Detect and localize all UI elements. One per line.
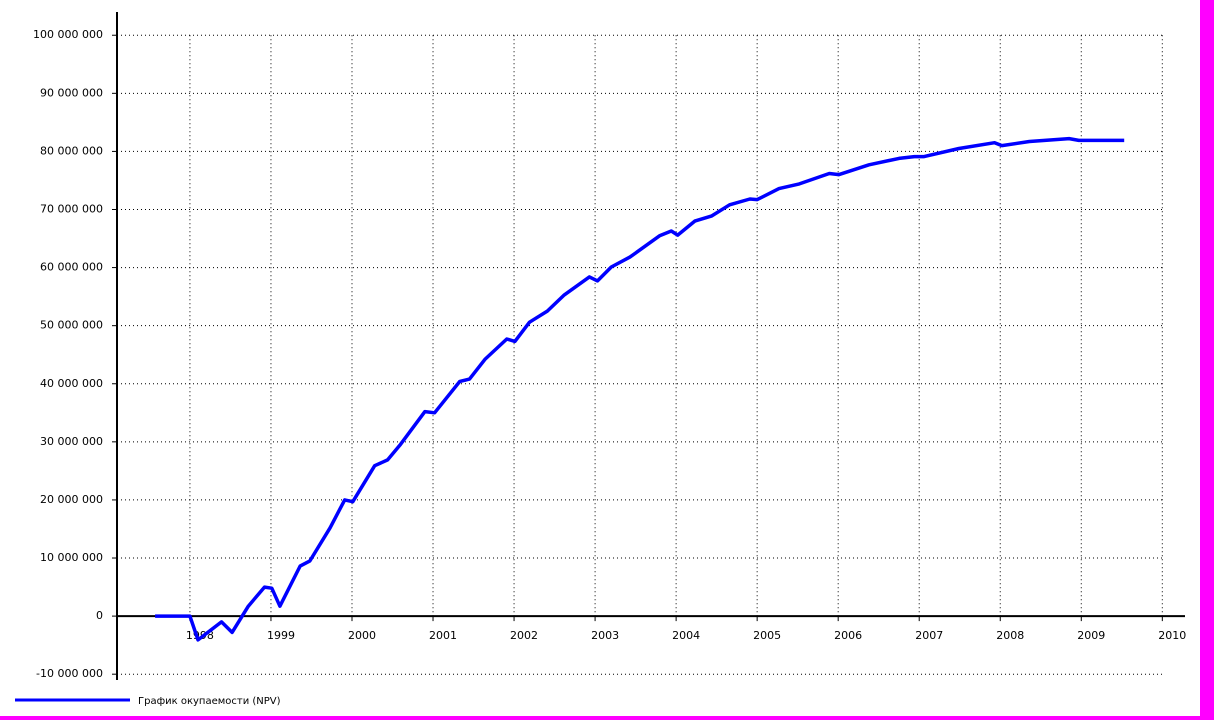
y-tick-label: 40 000 000 [40, 377, 103, 390]
x-tick-label: 2006 [834, 629, 862, 642]
y-tick-label: -10 000 000 [36, 667, 103, 680]
y-tick-label: 70 000 000 [40, 202, 103, 215]
y-tick-label: 50 000 000 [40, 319, 103, 332]
y-tick-label: 20 000 000 [40, 493, 103, 506]
y-tick-label: 90 000 000 [40, 86, 103, 99]
y-tick-label: 80 000 000 [40, 144, 103, 157]
y-tick-label: 10 000 000 [40, 551, 103, 564]
x-tick-label: 2010 [1158, 629, 1186, 642]
y-tick-label: 100 000 000 [33, 28, 103, 41]
x-tick-label: 2005 [753, 629, 781, 642]
x-tick-label: 2009 [1077, 629, 1105, 642]
frame-bottom [0, 716, 1214, 720]
x-tick-label: 2008 [996, 629, 1024, 642]
x-tick-label: 2002 [510, 629, 538, 642]
x-tick-label: 2004 [672, 629, 700, 642]
x-tick-label: 2007 [915, 629, 943, 642]
y-tick-label: 30 000 000 [40, 435, 103, 448]
x-tick-label: 2000 [348, 629, 376, 642]
x-tick-label: 2001 [429, 629, 457, 642]
npv-line [155, 136, 1125, 642]
x-tick-label: 2003 [591, 629, 619, 642]
frame-right [1200, 0, 1214, 720]
y-tick-label: 0 [96, 609, 103, 622]
y-tick-label: 60 000 000 [40, 261, 103, 274]
legend-label: График окупаемости (NPV) [138, 696, 281, 707]
x-tick-label: 1999 [267, 629, 295, 642]
